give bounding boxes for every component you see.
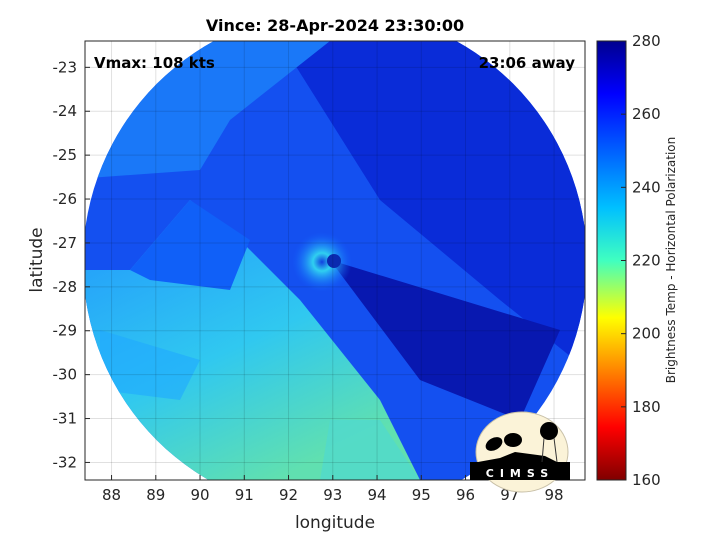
y-tick-label: -29 bbox=[53, 322, 78, 340]
plot-frame bbox=[84, 40, 586, 481]
x-tick-label: 90 bbox=[190, 486, 209, 504]
x-axis-label: longitude bbox=[295, 513, 375, 533]
y-tick-label: -24 bbox=[53, 102, 78, 120]
y-tick-label: -28 bbox=[53, 278, 78, 296]
y-tick-label: -25 bbox=[53, 146, 78, 164]
colorbar-ticks: 280 260 240 220 200 180 160 bbox=[621, 32, 661, 489]
x-tick-label: 93 bbox=[323, 486, 342, 504]
x-tick-label: 89 bbox=[146, 486, 165, 504]
colorbar-tick-label: 220 bbox=[632, 252, 661, 270]
x-tick-label: 95 bbox=[412, 486, 431, 504]
x-axis: 88 89 90 91 92 93 94 95 96 97 98 bbox=[102, 475, 564, 504]
colorbar-tick-label: 160 bbox=[632, 471, 661, 489]
x-tick-label: 92 bbox=[279, 486, 298, 504]
x-tick-label: 94 bbox=[367, 486, 386, 504]
x-tick-label: 88 bbox=[102, 486, 121, 504]
colorbar-tick-label: 180 bbox=[632, 398, 661, 416]
x-tick-label: 96 bbox=[456, 486, 475, 504]
colorbar-tick-label: 240 bbox=[632, 178, 661, 196]
y-tick-label: -30 bbox=[53, 366, 78, 384]
satellite-image bbox=[85, 41, 585, 480]
colorbar-tick-label: 200 bbox=[632, 325, 661, 343]
x-tick-label: 91 bbox=[235, 486, 254, 504]
grid bbox=[85, 41, 585, 480]
y-tick-label: -23 bbox=[53, 58, 78, 76]
vmax-annotation: Vmax: 108 kts bbox=[94, 54, 215, 72]
cimss-logo: CIMSS bbox=[470, 411, 570, 493]
y-tick-label: -26 bbox=[53, 190, 78, 208]
colorbar-tick-label: 280 bbox=[632, 32, 661, 50]
y-axis-label: latitude bbox=[27, 227, 47, 292]
y-tick-label: -27 bbox=[53, 234, 78, 252]
logo-text: CIMSS bbox=[486, 467, 554, 480]
time-away-annotation: 23:06 away bbox=[479, 54, 576, 72]
x-tick-label: 98 bbox=[544, 486, 563, 504]
y-tick-label: -32 bbox=[53, 453, 78, 471]
y-tick-label: -31 bbox=[53, 410, 78, 428]
y-axis: -23 -24 -25 -26 -27 -28 -29 -30 -31 -32 bbox=[53, 58, 90, 471]
plot-title: Vince: 28-Apr-2024 23:30:00 bbox=[206, 16, 464, 35]
colorbar-label: Brightness Temp - Horizontal Polarizatio… bbox=[664, 137, 678, 384]
colorbar-tick-label: 260 bbox=[632, 105, 661, 123]
